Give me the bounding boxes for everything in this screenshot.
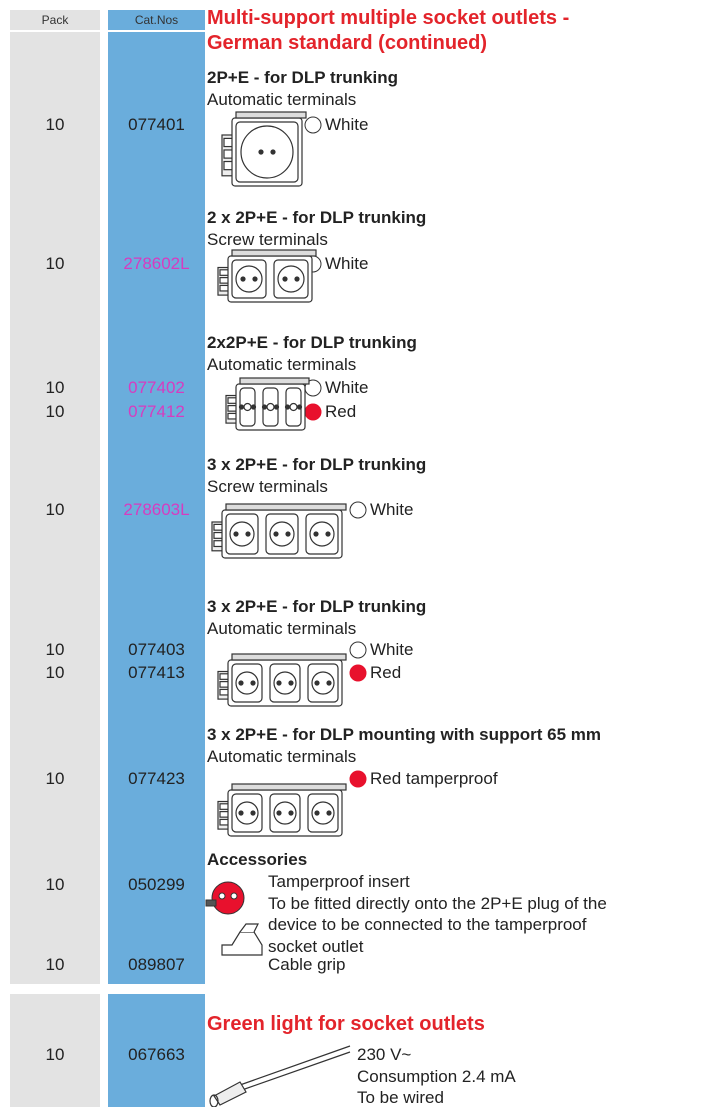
- pack-qty: 10: [10, 401, 100, 423]
- pack-qty: 10: [10, 499, 100, 521]
- group-title: 2x2P+E - for DLP trunking: [207, 332, 417, 354]
- group-subtitle: Automatic terminals: [207, 746, 356, 768]
- cat-no: 278602L: [108, 253, 205, 275]
- product-image: [226, 378, 309, 430]
- product-image: [218, 250, 316, 302]
- description: To be wired: [357, 1087, 444, 1107]
- description: Tamperproof insert: [268, 871, 410, 893]
- section-title: Green light for socket outlets: [207, 1013, 485, 1035]
- pack-qty: 10: [10, 114, 100, 136]
- group-title: 3 x 2P+E - for DLP mounting with support…: [207, 724, 601, 746]
- group-subtitle: Automatic terminals: [207, 618, 356, 640]
- page: Pack Cat.Nos Multi-support multiple sock…: [0, 0, 707, 1107]
- tamperproof-insert-image: [206, 882, 244, 914]
- cat-no: 077402: [108, 377, 205, 399]
- cat-no: 077403: [108, 639, 205, 661]
- color-swatch: [350, 502, 366, 518]
- pack-qty: 10: [10, 377, 100, 399]
- group-subtitle: Automatic terminals: [207, 89, 356, 111]
- green-light-image: [210, 1046, 350, 1107]
- group-title: 3 x 2P+E - for DLP trunking: [207, 454, 426, 476]
- description: To be fitted directly onto the 2P+E plug…: [268, 893, 607, 915]
- color-label: White: [325, 114, 368, 136]
- product-image: [218, 654, 346, 706]
- cat-no: 077413: [108, 662, 205, 684]
- color-label: White: [370, 639, 413, 661]
- color-label: Red: [325, 401, 356, 423]
- pack-qty: 10: [10, 874, 100, 896]
- pack-qty: 10: [10, 1044, 100, 1066]
- color-label: White: [370, 499, 413, 521]
- group-subtitle: Screw terminals: [207, 229, 328, 251]
- color-swatch: [305, 117, 321, 133]
- color-swatch: [350, 771, 366, 787]
- product-image: [222, 112, 306, 186]
- pack-qty: 10: [10, 662, 100, 684]
- product-image: [212, 504, 346, 558]
- pack-qty: 10: [10, 954, 100, 976]
- cat-no: 067663: [108, 1044, 205, 1066]
- cat-no: 050299: [108, 874, 205, 896]
- color-label: Red: [370, 662, 401, 684]
- color-swatch: [350, 642, 366, 658]
- group-title: 2P+E - for DLP trunking: [207, 67, 398, 89]
- pack-qty: 10: [10, 253, 100, 275]
- cat-no: 077423: [108, 768, 205, 790]
- description: Consumption 2.4 mA: [357, 1066, 516, 1088]
- color-label: White: [325, 377, 368, 399]
- cat-no: 077401: [108, 114, 205, 136]
- group-subtitle: Automatic terminals: [207, 354, 356, 376]
- description: 230 V~: [357, 1044, 411, 1066]
- color-label: White: [325, 253, 368, 275]
- cable-grip-image: [222, 924, 262, 955]
- color-label: Red tamperproof: [370, 768, 498, 790]
- description: device to be connected to the tamperproo…: [268, 914, 586, 936]
- group-title: 3 x 2P+E - for DLP trunking: [207, 596, 426, 618]
- color-swatch: [305, 404, 321, 420]
- pack-qty: 10: [10, 639, 100, 661]
- group-subtitle: Screw terminals: [207, 476, 328, 498]
- cat-no: 077412: [108, 401, 205, 423]
- group-title: Accessories: [207, 849, 307, 871]
- color-swatch: [350, 665, 366, 681]
- product-image: [218, 784, 346, 836]
- cat-no: 278603L: [108, 499, 205, 521]
- group-title: 2 x 2P+E - for DLP trunking: [207, 207, 426, 229]
- cat-no: 089807: [108, 954, 205, 976]
- description: Cable grip: [268, 954, 346, 976]
- pack-qty: 10: [10, 768, 100, 790]
